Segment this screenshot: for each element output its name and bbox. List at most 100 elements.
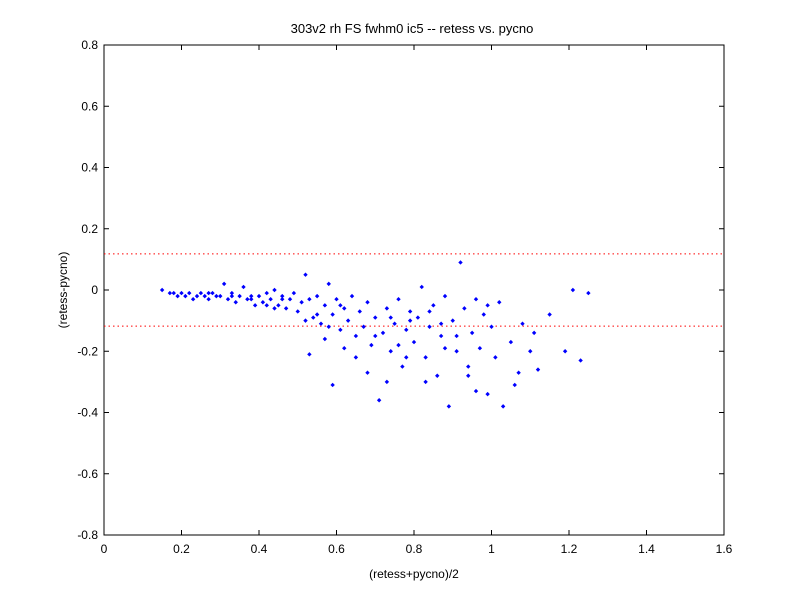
chart-title: 303v2 rh FS fwhm0 ic5 -- retess vs. pycn… [291,21,534,36]
data-point [342,345,347,351]
data-point [357,309,362,314]
data-point [466,373,471,378]
data-point [345,318,351,323]
data-point [330,312,335,317]
data-point [287,296,293,302]
data-point [520,321,525,326]
data-point [241,284,246,290]
y-tick-label: -0.2 [77,344,98,358]
data-point [311,315,316,320]
data-point [206,296,211,302]
data-point [446,404,452,409]
x-tick-label: 1.6 [716,542,733,556]
data-point [249,293,254,299]
data-point [221,281,227,287]
x-tick-label: 1.4 [638,542,655,556]
data-point [365,370,370,375]
data-point [427,324,432,329]
data-point [427,309,432,314]
data-point [326,324,331,329]
data-point [493,355,498,360]
data-point [431,303,436,308]
y-tick-label: -0.6 [77,467,98,481]
data-point [167,290,173,296]
data-point [415,315,421,320]
x-tick-label: 0.2 [173,542,190,556]
data-point [400,364,405,369]
data-point [252,303,258,308]
data-point [419,284,424,290]
data-point [229,293,235,299]
data-point [187,290,192,296]
y-axis-label: (retess-pycno) [56,252,70,329]
data-point [462,306,467,311]
data-point [531,330,537,336]
data-point [330,382,335,388]
data-point [380,330,386,336]
data-point [373,333,378,339]
data-point [473,296,479,302]
data-point [190,296,196,302]
data-point [388,315,393,320]
y-tick-label: -0.4 [77,406,98,420]
data-point [454,333,459,339]
data-point [450,318,455,323]
data-point [466,364,471,369]
data-point [353,333,359,339]
data-point [562,349,568,354]
data-point [276,303,281,308]
data-point [198,290,204,296]
y-tick-label: 0.2 [81,222,98,236]
data-point [369,342,374,348]
data-point [361,324,366,329]
axis-ticks [103,44,725,536]
y-tick-label: 0.6 [81,99,98,113]
data-point [570,287,576,293]
x-tick-label: 0 [101,542,108,556]
data-point [280,296,285,302]
data-point [438,321,444,326]
data-point [194,293,200,299]
data-point [291,290,297,296]
data-point [307,352,312,357]
data-point [512,382,517,388]
plot-area [103,44,725,536]
y-tick-label: 0.8 [81,38,98,52]
data-point [396,342,401,348]
data-point [485,303,490,308]
data-point [214,293,219,299]
data-point [283,306,289,311]
tick-labels: 0 0.2 0.4 0.6 0.8 1 1.2 1.4 1.6 0.8 0.6 0.4 0.2 0 -0.2… [77,38,732,556]
data-point [365,300,370,305]
x-tick-label: 1.2 [561,542,578,556]
data-point [442,293,448,299]
data-point [314,312,320,317]
data-point [260,300,266,305]
data-point [256,293,262,299]
data-point [326,281,331,287]
y-tick-label: -0.8 [77,528,98,542]
data-point [508,339,514,345]
data-point [411,339,417,345]
data-point [183,293,188,299]
y-tick-label: 0.4 [81,161,98,175]
data-point [225,296,231,302]
data-point [384,379,390,385]
data-point [272,287,277,293]
data-point [307,296,312,302]
data-point [404,355,409,360]
data-point [392,321,397,326]
data-point [497,300,502,305]
data-point [338,303,343,308]
data-point [171,290,176,296]
data-point [404,327,409,333]
data-point [179,290,184,296]
data-point [210,290,215,296]
data-point [159,287,165,293]
data-point [268,296,273,302]
data-point [249,296,254,302]
x-tick-label: 1 [488,542,495,556]
data-point [442,345,448,351]
data-point [376,398,382,403]
